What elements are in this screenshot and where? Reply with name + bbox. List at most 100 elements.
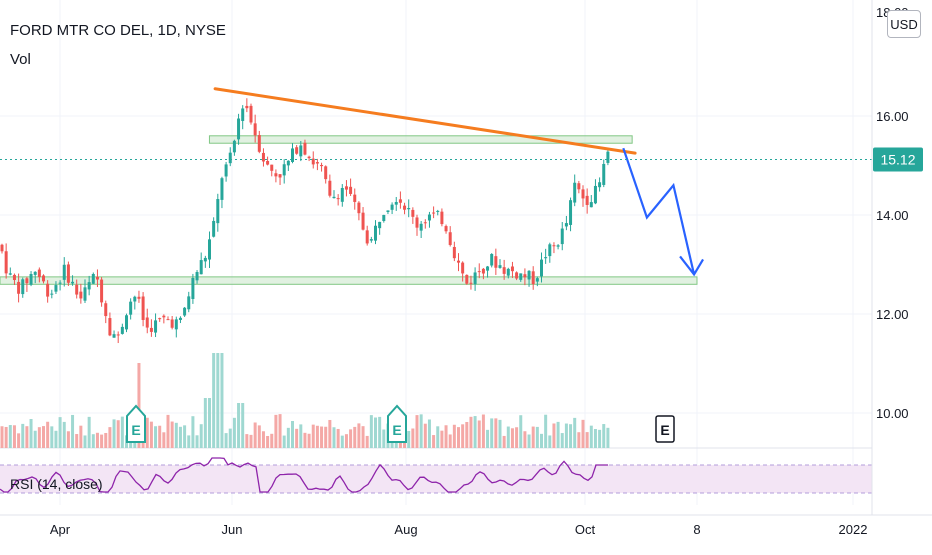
candle-body — [481, 268, 485, 274]
earnings-marker[interactable]: E — [126, 404, 146, 443]
volume-bar — [581, 419, 585, 448]
volume-bar — [585, 432, 589, 448]
time-axis[interactable]: Apr Jun Aug Oct 8 2022 — [0, 514, 932, 537]
time-tick-label: Jun — [222, 522, 243, 537]
candle-body — [427, 214, 431, 221]
volume-bar — [91, 434, 95, 448]
projection-path[interactable] — [622, 147, 696, 275]
symbol-title: FORD MTR CO DEL, 1D, NYSE — [10, 22, 226, 39]
volume-bar — [353, 426, 357, 448]
candle-body — [378, 221, 382, 229]
support-resistance-zones[interactable] — [0, 135, 698, 285]
candle-body — [585, 195, 589, 205]
candle-body — [577, 183, 581, 190]
volume-bar — [79, 425, 83, 448]
volume-bar — [75, 434, 79, 448]
candle-body — [66, 264, 70, 283]
volume-bar — [71, 414, 75, 448]
candle-body — [457, 260, 460, 263]
candle-body — [212, 220, 216, 237]
candle-body — [162, 315, 166, 318]
candle-body — [75, 284, 79, 295]
volume-bar — [332, 427, 336, 448]
candle-body — [261, 152, 265, 162]
projection-arrowhead — [679, 255, 704, 277]
candle-body — [145, 317, 149, 328]
volume-bar — [344, 434, 348, 448]
volume-bar — [282, 435, 286, 448]
volume-bar — [166, 414, 170, 448]
volume-bar — [506, 426, 510, 448]
currency-button[interactable]: USD — [887, 10, 921, 38]
lower-support-zone[interactable] — [0, 276, 698, 285]
volume-bar — [12, 425, 16, 448]
earnings-marker[interactable]: E — [655, 415, 675, 443]
candle-body — [83, 287, 87, 301]
volume-bar — [224, 433, 228, 448]
volume-bar — [481, 414, 485, 448]
candle-body — [278, 174, 282, 178]
volume-bar — [469, 416, 473, 448]
volume-bar — [8, 425, 12, 448]
candle-body — [436, 210, 440, 212]
candle-body — [332, 196, 336, 199]
candle-body — [340, 188, 344, 202]
volume-bar — [423, 423, 427, 448]
volume-bar — [245, 434, 249, 448]
volume-bar — [357, 423, 361, 448]
candle-body — [353, 194, 357, 202]
volume-bar — [112, 419, 116, 448]
volume-bar — [369, 415, 373, 448]
volume-bar — [228, 428, 232, 448]
candle-body — [154, 320, 158, 333]
volume-bar — [324, 426, 328, 448]
time-tick-label: Oct — [575, 522, 596, 537]
volume-bar — [361, 426, 365, 448]
candle-body — [104, 303, 108, 317]
candle-body — [174, 319, 178, 330]
candle-body — [440, 211, 444, 225]
last-price-badge: 15.12 — [873, 147, 923, 172]
volume-bar — [162, 432, 166, 448]
drawings[interactable] — [213, 87, 704, 277]
volume-bar — [278, 414, 282, 448]
candle-body — [311, 158, 315, 165]
volume-bar — [303, 432, 307, 448]
volume-bar — [440, 430, 444, 448]
candle-body — [394, 201, 398, 205]
resistance-trendline[interactable] — [213, 87, 637, 155]
candle-body — [602, 163, 606, 185]
volume-bar — [311, 424, 315, 448]
volume-bar — [220, 353, 224, 448]
volume-bar — [249, 434, 253, 448]
candle-body — [552, 245, 556, 247]
upper-resistance-zone[interactable] — [208, 135, 633, 144]
candle-body — [232, 140, 236, 153]
volume-bar — [494, 418, 498, 448]
volume-bar — [0, 426, 4, 448]
candle-body — [87, 282, 91, 290]
volume-bar — [457, 427, 460, 448]
candle-body — [386, 210, 390, 213]
candle-body — [270, 164, 274, 171]
candle-body — [50, 293, 54, 295]
volume-bar — [606, 427, 610, 448]
candle-body — [344, 186, 348, 190]
candle-body — [349, 186, 353, 194]
candle-body — [324, 166, 328, 180]
candle-body — [403, 205, 407, 210]
candle-body — [452, 246, 456, 259]
volume-bar — [569, 424, 573, 448]
price-axis-bg — [872, 0, 932, 550]
volume-bar — [208, 398, 211, 448]
candle-body — [540, 259, 543, 277]
volume-bar — [490, 418, 494, 448]
candle-body — [357, 202, 361, 214]
volume-bar — [100, 434, 104, 448]
earnings-marker[interactable]: E — [387, 404, 407, 443]
volume-bar — [548, 435, 552, 448]
